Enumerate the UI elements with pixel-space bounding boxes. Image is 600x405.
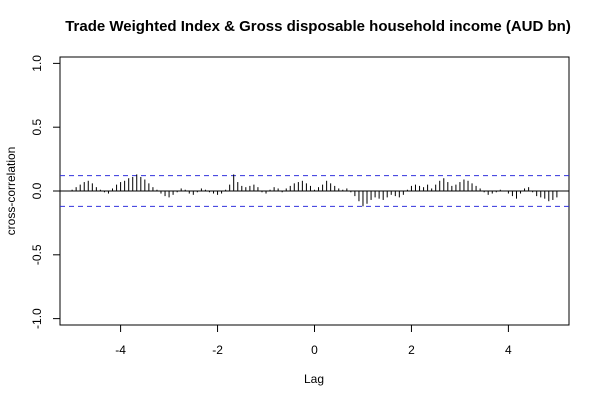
x-axis: -4 -2 0 2 4 <box>115 324 512 357</box>
x-tick-label: 0 <box>311 343 318 357</box>
y-axis-label: cross-correlation <box>4 147 18 236</box>
confidence-bounds <box>60 175 569 207</box>
x-tick-label: -4 <box>115 343 126 357</box>
y-tick-label: -0.5 <box>30 244 44 265</box>
y-axis: -1.0 -0.5 0.0 0.5 1.0 <box>30 55 61 329</box>
y-tick-label: 0.5 <box>30 119 44 136</box>
correlation-bars <box>71 174 558 207</box>
x-tick-label: 2 <box>408 343 415 357</box>
y-tick-label: 1.0 <box>30 55 44 72</box>
x-tick-label: 4 <box>505 343 512 357</box>
x-axis-label: Lag <box>304 372 324 386</box>
y-tick-label: 0.0 <box>30 182 44 199</box>
x-tick-label: -2 <box>212 343 223 357</box>
y-tick-label: -1.0 <box>30 308 44 329</box>
chart-title: Trade Weighted Index & Gross disposable … <box>65 18 571 35</box>
